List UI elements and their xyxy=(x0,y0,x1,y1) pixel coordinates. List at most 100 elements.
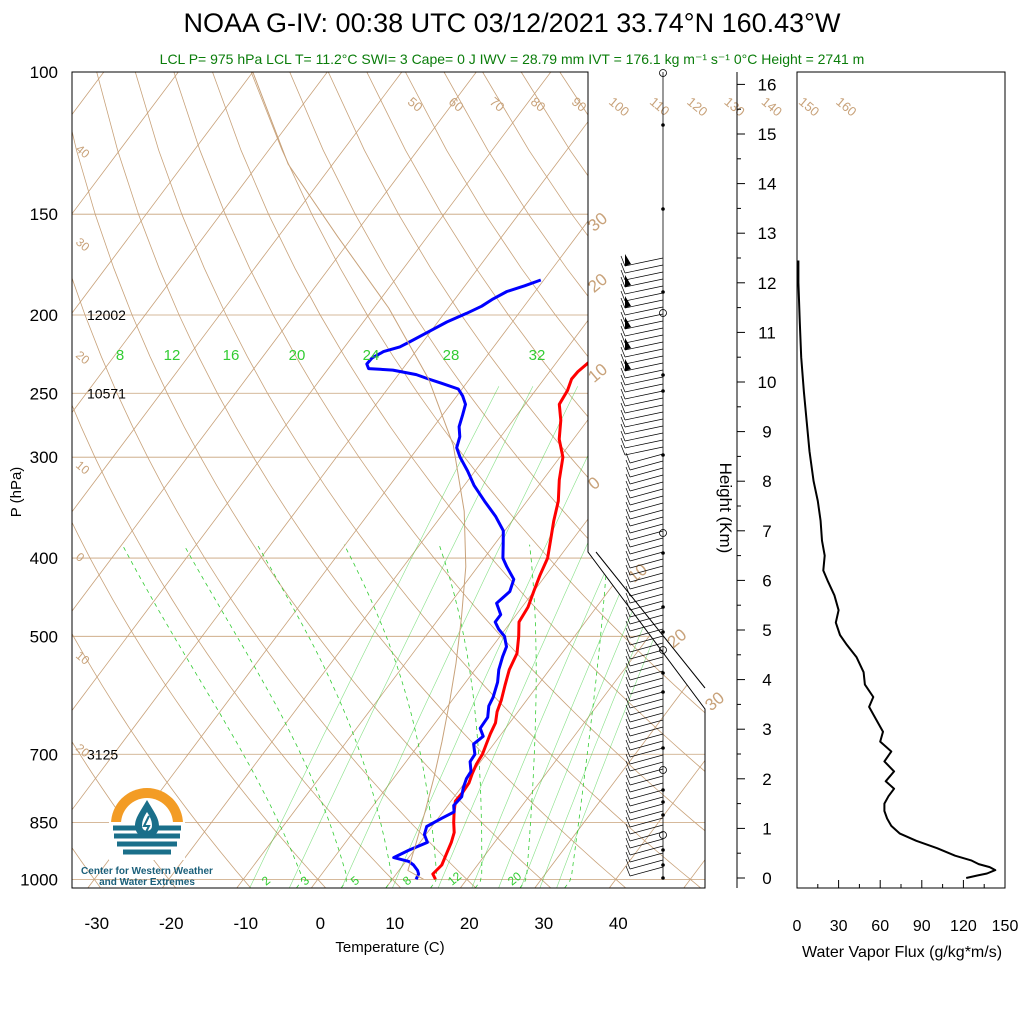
skewt-background-lines xyxy=(72,72,705,888)
wind-barb-shaft xyxy=(629,516,664,527)
mixing-ratio-label: 2 xyxy=(259,873,273,888)
wind-barb-feather xyxy=(625,620,631,632)
wind-barb-shaft xyxy=(629,754,664,765)
dry-adiabat-label: 110 xyxy=(647,94,673,119)
wind-barb-shaft xyxy=(624,355,664,365)
height-tick-label: 13 xyxy=(758,224,777,243)
wind-barb-shaft xyxy=(629,796,664,807)
wind-barb-feather xyxy=(625,557,631,569)
figure-title: NOAA G-IV: 00:38 UTC 03/12/2021 33.74°N … xyxy=(183,8,841,38)
isotherm-line xyxy=(72,72,477,888)
flux-frame xyxy=(796,71,1006,889)
isotherm-line xyxy=(72,72,179,888)
dry-adiabat xyxy=(72,72,485,888)
isotherm-line xyxy=(385,72,705,888)
dry-adiabat xyxy=(366,72,705,888)
wind-barb-feather xyxy=(625,592,631,604)
wind-barb-feather xyxy=(625,466,631,478)
wind-barb-shaft xyxy=(629,726,664,737)
wind-level-dot xyxy=(661,453,665,457)
wind-barb-feather xyxy=(625,452,631,464)
wind-barb-shaft xyxy=(629,642,664,653)
wind-barb-shaft xyxy=(629,558,664,569)
wind-barb-feather xyxy=(620,276,626,288)
moist-adiabat xyxy=(256,544,392,888)
mixing-ratio-label: 3 xyxy=(298,873,312,888)
wind-barb-shaft xyxy=(629,789,664,800)
mixing-ratio-line xyxy=(392,386,622,888)
wind-barb-feather xyxy=(620,325,626,337)
wind-barb-shaft xyxy=(624,432,664,442)
wind-barb-shaft xyxy=(629,761,664,772)
height-tick-label: 6 xyxy=(762,571,771,590)
height-tick-label: 15 xyxy=(758,125,777,144)
isotherm-label: 20 xyxy=(73,348,92,368)
wind-barb-feather xyxy=(625,606,631,618)
wind-barb-feather xyxy=(625,634,631,646)
temperature-tick-label: 0 xyxy=(316,914,325,933)
wind-barb-shaft xyxy=(629,544,664,555)
isotherm-line xyxy=(72,72,328,888)
wind-barb-feather xyxy=(625,494,631,506)
pressure-tick-label: 700 xyxy=(30,745,58,764)
wind-barb-shaft xyxy=(629,747,664,758)
dry-adiabat xyxy=(289,72,705,888)
wind-barb-shaft xyxy=(629,565,664,576)
wind-barb-feather xyxy=(625,564,631,576)
wind-barb-shaft xyxy=(629,530,664,541)
wind-barb-feather xyxy=(625,816,631,828)
flux-tick-label: 90 xyxy=(913,918,931,935)
wind-barb-feather xyxy=(625,774,631,786)
water-vapor-flux-line xyxy=(797,260,997,879)
wind-barb-feather xyxy=(620,290,626,302)
wind-barb-shaft xyxy=(624,257,664,267)
height-tick-label: 7 xyxy=(762,522,771,541)
wind-barb-shaft xyxy=(629,677,664,688)
wind-barb-feather xyxy=(625,746,631,758)
dry-adiabat xyxy=(559,72,705,888)
wind-barb-feather xyxy=(625,802,631,814)
dry-adiabat xyxy=(72,72,410,888)
dry-adiabat-label: 150 xyxy=(796,94,822,119)
wind-barb-shaft xyxy=(629,593,664,604)
isotherm-line xyxy=(72,72,254,888)
wind-barb-feather xyxy=(625,767,631,779)
wind-barb-shaft xyxy=(629,859,664,870)
wind-barb-shaft xyxy=(629,691,664,702)
wind-barb-feather xyxy=(625,613,631,625)
wind-barb-shaft xyxy=(629,740,664,751)
wind-barb-shaft xyxy=(629,495,664,506)
wind-barb-shaft xyxy=(629,803,664,814)
wind-barb-shaft xyxy=(629,537,664,548)
wind-barb-feather xyxy=(620,262,626,274)
wind-barb-shaft xyxy=(624,271,664,281)
wind-barb-feather xyxy=(625,711,631,723)
wind-barb-feather xyxy=(625,578,631,590)
wind-barb-feather xyxy=(620,339,626,351)
dry-adiabat xyxy=(327,72,705,888)
wind-barb-shaft xyxy=(624,264,664,274)
wind-barb-feather xyxy=(620,318,626,330)
wind-barb-feather xyxy=(625,669,631,681)
wind-barb-feather xyxy=(625,690,631,702)
dry-adiabat xyxy=(636,72,705,888)
dry-adiabat-label: 60 xyxy=(446,94,467,115)
wind-barb-feather xyxy=(625,641,631,653)
wind-barb-shaft xyxy=(629,523,664,534)
wind-barb-feather xyxy=(620,388,626,400)
wind-level-dot xyxy=(661,551,665,555)
wind-barb-shaft xyxy=(629,775,664,786)
wind-barb-feather xyxy=(625,830,631,842)
logo-text-line1: Center for Western Weather xyxy=(81,866,213,877)
temperature-tick-label: 20 xyxy=(460,914,479,933)
flux-tick-label: 30 xyxy=(830,918,848,935)
mixing-ratio-label: 5 xyxy=(348,873,362,888)
geopotential-height-label: 10571 xyxy=(87,385,126,401)
wind-barb-shaft xyxy=(624,320,664,330)
height-tick-label: 16 xyxy=(758,75,777,94)
mixing-ratio-label: 12 xyxy=(164,347,181,364)
wind-barb-pennant xyxy=(625,338,631,350)
wind-barb-shaft xyxy=(629,551,664,562)
dry-adiabat xyxy=(598,72,705,888)
